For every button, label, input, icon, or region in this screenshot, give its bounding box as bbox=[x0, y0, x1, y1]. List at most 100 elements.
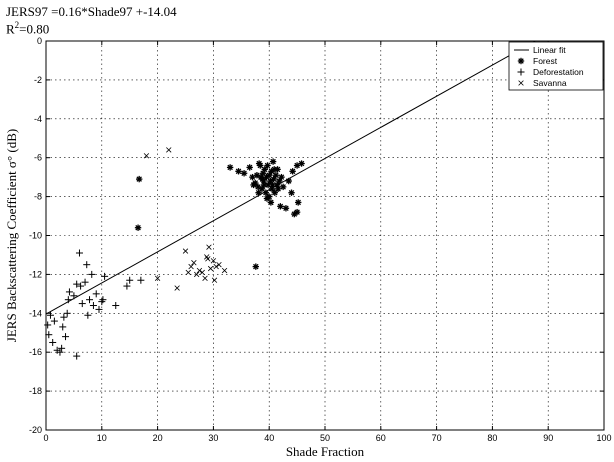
data-point-deforestation bbox=[99, 296, 107, 304]
marker-stroke bbox=[269, 182, 276, 188]
marker-stroke bbox=[289, 168, 296, 175]
x-tick-label: 80 bbox=[487, 433, 497, 443]
data-point-deforestation bbox=[101, 272, 109, 280]
data-point-savanna bbox=[191, 260, 197, 266]
legend-swatch-deforestation bbox=[517, 68, 525, 76]
data-point-deforestation bbox=[89, 302, 97, 310]
data-point-forest bbox=[252, 263, 260, 270]
data-point-savanna bbox=[166, 147, 172, 153]
data-point-forest bbox=[269, 181, 276, 189]
data-point-forest bbox=[259, 175, 266, 183]
marker-stroke bbox=[298, 160, 305, 167]
marker-stroke bbox=[277, 203, 284, 210]
marker-stroke bbox=[211, 277, 218, 283]
marker-stroke bbox=[174, 285, 180, 291]
marker-stroke bbox=[213, 263, 219, 270]
y-tick-label: -16 bbox=[29, 347, 42, 357]
data-point-deforestation bbox=[88, 270, 96, 278]
data-point-savanna bbox=[221, 267, 228, 274]
data-point-savanna bbox=[185, 269, 191, 276]
marker-stroke bbox=[285, 178, 292, 184]
x-tick-label: 50 bbox=[320, 433, 330, 443]
legend-swatch-savanna bbox=[518, 80, 524, 86]
marker-stroke bbox=[275, 186, 281, 192]
data-point-savanna bbox=[206, 244, 212, 250]
data-point-forest bbox=[267, 199, 275, 206]
y-axis-title: JERS Backscattering Coefficient σ° (dB) bbox=[4, 129, 19, 342]
x-tick-label: 20 bbox=[153, 433, 163, 443]
data-point-deforestation bbox=[86, 296, 94, 304]
data-point-forest bbox=[257, 162, 264, 169]
r2-value: =0.80 bbox=[19, 21, 50, 37]
data-point-forest bbox=[282, 205, 290, 212]
marker-stroke bbox=[202, 275, 208, 281]
data-point-forest bbox=[271, 166, 278, 173]
marker-stroke bbox=[246, 164, 253, 171]
data-point-forest bbox=[298, 160, 305, 167]
marker-stroke bbox=[185, 269, 191, 276]
marker-stroke bbox=[253, 263, 259, 270]
y-tick-label: -20 bbox=[29, 425, 42, 435]
fit-line-group bbox=[45, 40, 536, 315]
r2-letter: R bbox=[6, 21, 15, 37]
y-tick-label: -14 bbox=[29, 308, 42, 318]
marker-stroke bbox=[263, 189, 269, 196]
data-point-deforestation bbox=[92, 290, 100, 298]
linear-fit-line bbox=[45, 40, 536, 315]
marker-stroke bbox=[154, 275, 161, 281]
marker-stroke bbox=[207, 265, 214, 272]
x-tick-label: 60 bbox=[376, 433, 386, 443]
data-point-forest bbox=[263, 195, 271, 202]
marker-stroke bbox=[518, 80, 524, 86]
data-point-deforestation bbox=[126, 276, 134, 284]
data-point-deforestation bbox=[73, 280, 81, 288]
data-point-forest bbox=[293, 208, 301, 216]
data-point-savanna bbox=[213, 263, 219, 270]
data-point-forest bbox=[264, 162, 271, 169]
marker-stroke bbox=[182, 248, 189, 254]
marker-stroke bbox=[254, 172, 260, 178]
marker-stroke bbox=[227, 164, 233, 171]
data-point-savanna bbox=[211, 277, 218, 283]
marker-stroke bbox=[268, 199, 274, 206]
data-point-forest bbox=[240, 170, 248, 177]
marker-stroke bbox=[283, 205, 289, 212]
data-point-savanna bbox=[143, 153, 150, 159]
marker-stroke bbox=[221, 267, 228, 274]
data-point-forest bbox=[250, 181, 257, 189]
data-points bbox=[44, 147, 305, 360]
y-tick-label: -8 bbox=[34, 192, 42, 202]
data-point-forest bbox=[246, 164, 253, 171]
data-point-deforestation bbox=[84, 311, 92, 319]
x-tick-label: 100 bbox=[596, 433, 611, 443]
r2-superscript: 2 bbox=[14, 20, 20, 30]
x-tick-label: 40 bbox=[264, 433, 274, 443]
data-point-deforestation bbox=[83, 261, 91, 269]
marker-stroke bbox=[199, 269, 205, 276]
data-point-forest bbox=[235, 168, 242, 175]
data-point-forest bbox=[289, 168, 296, 175]
y-tick-label: -18 bbox=[29, 386, 42, 396]
x-tick-label: 90 bbox=[543, 433, 553, 443]
y-tick-label: -2 bbox=[34, 75, 42, 85]
marker-stroke bbox=[257, 162, 264, 169]
axis-ticks: 0 10 20 30 40 50 60 70 80 90 100 0 -2 -4 -6 -8 -10 -12 -14… bbox=[29, 36, 612, 443]
data-point-forest bbox=[272, 172, 280, 179]
marker-stroke bbox=[261, 182, 267, 188]
data-point-deforestation bbox=[78, 300, 86, 308]
data-point-deforestation bbox=[123, 282, 131, 290]
data-point-savanna bbox=[182, 248, 189, 254]
data-point-forest bbox=[277, 203, 284, 210]
grid-lines bbox=[45, 40, 605, 431]
equation-label: JERS97 =0.16*Shade97 +-14.04 bbox=[6, 4, 177, 19]
data-point-deforestation bbox=[65, 288, 73, 296]
marker-stroke bbox=[259, 176, 266, 182]
marker-stroke bbox=[271, 166, 277, 173]
data-point-deforestation bbox=[50, 317, 58, 325]
data-point-deforestation bbox=[64, 296, 72, 304]
data-point-deforestation bbox=[95, 305, 103, 313]
data-point-deforestation bbox=[62, 333, 70, 341]
data-point-deforestation bbox=[77, 282, 85, 290]
data-point-deforestation bbox=[137, 276, 145, 284]
